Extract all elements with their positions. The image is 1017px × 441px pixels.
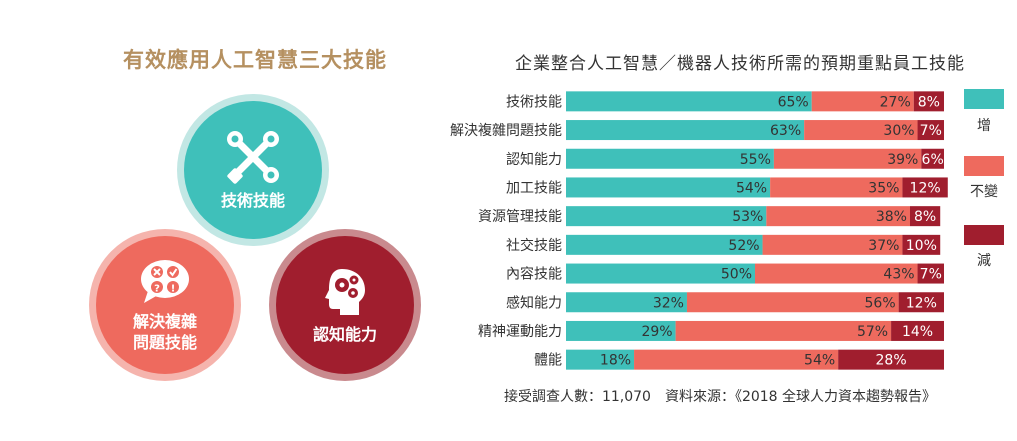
bar-segment [921, 148, 944, 169]
bar-segment [766, 206, 910, 227]
data-label: 6% [922, 152, 944, 168]
bar-segment [755, 263, 918, 284]
data-label: 27% [880, 94, 911, 110]
category-label: 加工技能 [506, 180, 562, 196]
data-label: 57% [857, 324, 888, 340]
bar-segment [917, 263, 944, 284]
data-label: 12% [910, 180, 941, 196]
bar-segment [762, 234, 903, 255]
bar-segment [566, 234, 763, 255]
head-gears-icon [325, 268, 365, 315]
data-label: 37% [868, 238, 899, 254]
svg-text:?: ? [154, 284, 160, 295]
skill-circle-label-technical: 技術技能 [220, 190, 285, 210]
bar-segment [634, 349, 839, 370]
data-label: 54% [804, 353, 835, 369]
question-bubble-icon: ? ! [141, 260, 189, 303]
bar-segment [909, 206, 941, 227]
category-label: 解決複雜問題技能 [450, 122, 562, 139]
bar-segment [566, 91, 812, 112]
data-label: 32% [653, 295, 684, 311]
bar-segment [675, 320, 892, 341]
bar-segment [770, 177, 903, 198]
bar-segment [566, 349, 635, 370]
bar-segment [838, 349, 944, 370]
data-label: 65% [778, 94, 809, 110]
category-label: 感知能力 [506, 294, 562, 311]
skill-circle-problem-solving: ? ! 解決複雜 問題技能 [96, 236, 234, 374]
bar-segment [686, 292, 899, 313]
category-label: 精神運動能力 [478, 324, 562, 340]
legend-swatch-decrease [964, 225, 1004, 245]
data-label: 54% [736, 180, 767, 196]
data-label: 29% [641, 324, 672, 340]
data-label: 12% [906, 295, 937, 311]
data-label: 10% [906, 238, 937, 254]
data-label: 18% [600, 353, 631, 369]
data-label: 43% [883, 267, 914, 283]
skill-circle-label-cognitive: 認知能力 [312, 324, 377, 344]
bar-segment [811, 91, 914, 112]
bar-segment [804, 120, 918, 141]
bar-segment [566, 292, 687, 313]
bar-segment [891, 320, 944, 341]
data-label: 35% [868, 180, 899, 196]
data-label: 28% [876, 353, 907, 369]
category-label: 認知能力 [506, 151, 562, 168]
data-label: 38% [876, 209, 907, 225]
category-label: 技術技能 [506, 94, 562, 110]
data-label: 50% [721, 267, 752, 283]
skill-circle-technical: 技術技能 [184, 101, 322, 239]
data-label: 52% [728, 238, 759, 254]
bar-segment [566, 148, 774, 169]
data-label: 8% [918, 94, 940, 110]
legend-swatch-increase [964, 89, 1004, 109]
legend-label-unchanged: 不變 [970, 184, 998, 200]
bar-segment [898, 292, 944, 313]
category-label: 資源管理技能 [478, 209, 562, 225]
chart-title: 企業整合人工智慧／機器人技術所需的預期重點員工技能 [515, 54, 965, 74]
bar-segment [566, 320, 676, 341]
stacked-bar-chart: 技術技能 65% 27% 8% 解決複雜問題技能 63% 30% 7% 認知能力 55% 39% 6%… [450, 91, 948, 370]
data-label: 63% [770, 123, 801, 139]
data-label: 7% [920, 267, 942, 283]
tools-icon [227, 130, 279, 184]
bar-segment [913, 91, 944, 112]
footnote: 接受調查人數：11,070 資料來源：《2018 全球人力資本趨勢報告》 [503, 389, 937, 405]
data-label: 56% [865, 295, 896, 311]
data-label: 53% [732, 209, 763, 225]
bar-segment [773, 148, 922, 169]
bar-segment [566, 206, 767, 227]
category-label: 體能 [534, 353, 562, 369]
legend-label-decrease: 減 [977, 253, 991, 269]
data-label: 55% [740, 152, 771, 168]
data-label: 14% [902, 324, 933, 340]
skill-circle-label-problem-solving: 解決複雜 問題技能 [132, 312, 197, 352]
category-label: 社交技能 [506, 237, 562, 254]
bar-segment [566, 120, 805, 141]
data-label: 30% [883, 123, 914, 139]
svg-text:!: ! [171, 284, 176, 295]
bar-segment [902, 234, 941, 255]
skill-circle-cognitive: 認知能力 [276, 236, 414, 374]
bar-segment [917, 120, 944, 141]
left-panel-title: 有效應用人工智慧三大技能 [123, 48, 387, 72]
legend-label-increase: 增 [977, 118, 991, 134]
bar-segment [902, 177, 948, 198]
data-label: 8% [914, 209, 936, 225]
data-label: 39% [887, 152, 918, 168]
legend-swatch-unchanged [964, 156, 1004, 176]
bar-segment [566, 177, 771, 198]
category-label: 內容技能 [506, 266, 562, 283]
data-label: 7% [920, 123, 942, 139]
bar-segment [566, 263, 755, 284]
